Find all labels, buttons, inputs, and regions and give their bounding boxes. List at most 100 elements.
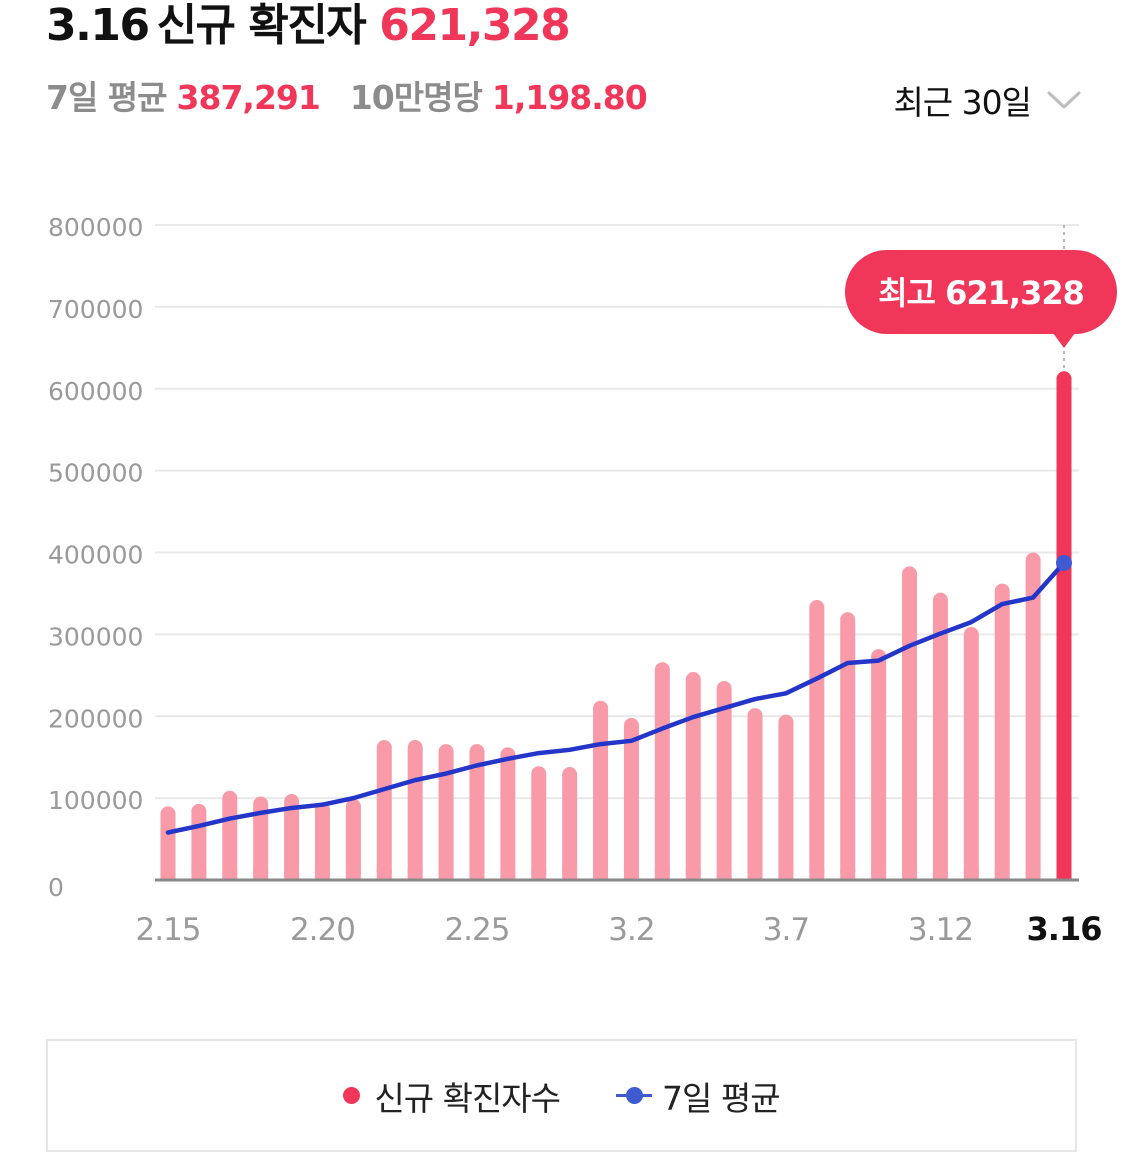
bar-2.26 — [500, 747, 516, 880]
avg-value: 387,291 — [176, 78, 321, 117]
bar-base-2.23 — [407, 870, 423, 880]
bar-base-3.7 — [778, 870, 794, 880]
bar-base-2.28 — [562, 870, 578, 880]
bar-2.28 — [562, 767, 578, 880]
legend-label-7day-avg: 7일 평균 — [662, 1078, 781, 1118]
bar-3.6 — [747, 708, 763, 880]
y-tick-label: 400000 — [48, 541, 143, 570]
x-tick-label: 2.20 — [290, 912, 355, 948]
period-dropdown[interactable]: 최근 30일 — [893, 76, 1081, 124]
bar-3.16 — [1056, 371, 1072, 880]
bar-base-2.26 — [500, 870, 516, 880]
bar-base-3.15 — [1025, 870, 1041, 880]
bar-base-2.22 — [376, 870, 392, 880]
y-tick-label: 600000 — [48, 377, 143, 406]
bar-2.16 — [191, 803, 207, 880]
bar-base-3.13 — [963, 870, 979, 880]
bar-3.11 — [902, 566, 918, 880]
bar-2.23 — [407, 739, 423, 880]
x-tick-label: 2.15 — [135, 912, 200, 948]
bar-3.9 — [840, 612, 856, 880]
period-label: 최근 30일 — [893, 83, 1032, 122]
x-tick-label: 3.2 — [608, 912, 654, 948]
bar-base-2.27 — [531, 870, 547, 880]
bar-2.18 — [253, 796, 269, 880]
bar-base-2.21 — [345, 870, 361, 880]
bar-base-3.3 — [654, 870, 670, 880]
bar-3.13 — [963, 627, 979, 880]
avg-label: 7일 평균 — [46, 78, 168, 117]
bar-2.27 — [531, 766, 547, 880]
bar-base-2.25 — [469, 870, 485, 880]
x-tick-label: 3.7 — [763, 912, 809, 948]
bar-3.12 — [932, 592, 948, 880]
bar-base-3.8 — [809, 870, 825, 880]
bar-base-3.16 — [1056, 870, 1072, 880]
bar-base-3.4 — [685, 870, 701, 880]
page-title: 3.16 신규 확진자 621,328 — [46, 0, 571, 52]
chart-legend: 신규 확진자수 7일 평균 — [46, 1039, 1077, 1152]
bar-3.3 — [654, 662, 670, 880]
y-tick-label: 500000 — [48, 459, 143, 488]
title-date: 3.16 — [46, 0, 150, 51]
bar-base-3.2 — [623, 870, 639, 880]
bar-base-2.15 — [160, 870, 176, 880]
cases-chart: 0 100000 200000 300000 400000 500000 600000 700… — [48, 213, 1117, 948]
bar-base-2.18 — [253, 870, 269, 880]
bar-base-3.5 — [716, 870, 732, 880]
bar-base-3.1 — [593, 870, 609, 880]
bar-3.2 — [623, 717, 639, 880]
per100k-label: 10만명당 — [349, 78, 483, 117]
avg-endpoint-dot — [1056, 554, 1072, 571]
bar-base-2.20 — [314, 870, 330, 880]
bar-2.19 — [284, 794, 300, 880]
bar-3.10 — [871, 649, 887, 880]
bar-base-2.24 — [438, 870, 454, 880]
bar-base-3.9 — [840, 870, 856, 880]
peak-annotation-bubble — [845, 250, 1117, 334]
bar-3.14 — [994, 583, 1010, 880]
bar-2.15 — [160, 806, 176, 880]
x-tick-label: 2.25 — [444, 912, 509, 948]
legend-item-7day-avg[interactable]: 7일 평균 — [616, 1072, 781, 1120]
bar-2.20 — [314, 802, 330, 880]
y-tick-label: 0 — [48, 873, 64, 902]
legend-dot-icon — [343, 1087, 361, 1104]
per100k-value: 1,198.80 — [491, 78, 648, 117]
bar-3.7 — [778, 714, 794, 880]
bar-3.1 — [593, 700, 609, 880]
stats-row: 7일 평균 387,291 10만명당 1,198.80 — [46, 76, 648, 120]
bar-3.15 — [1025, 552, 1041, 880]
bar-base-3.12 — [932, 870, 948, 880]
bar-base-2.17 — [222, 870, 238, 880]
chevron-down-icon — [1047, 91, 1081, 109]
bar-2.22 — [376, 739, 392, 880]
peak-annotation-text: 최고 621,328 — [878, 274, 1084, 312]
peak-annotation-pointer — [1053, 333, 1075, 348]
y-tick-label: 200000 — [48, 704, 143, 733]
legend-item-new-cases[interactable]: 신규 확진자수 — [343, 1072, 561, 1120]
legend-line-dot-icon — [616, 1087, 653, 1104]
bar-base-2.16 — [191, 870, 207, 880]
bar-2.25 — [469, 744, 485, 880]
bar-base-3.11 — [902, 870, 918, 880]
bar-base-3.6 — [747, 870, 763, 880]
y-tick-label: 800000 — [48, 213, 143, 242]
x-tick-label: 3.16 — [1027, 910, 1102, 948]
bar-3.8 — [809, 599, 825, 880]
x-tick-label: 3.12 — [908, 912, 973, 948]
bar-3.5 — [716, 681, 732, 880]
y-tick-label: 300000 — [48, 622, 143, 651]
bar-3.4 — [685, 672, 701, 880]
avg-line — [165, 560, 1067, 835]
bar-2.17 — [222, 790, 238, 880]
title-count: 621,328 — [379, 0, 570, 51]
bar-base-3.14 — [994, 870, 1010, 880]
bar-base-3.10 — [871, 870, 887, 880]
bar-base-2.19 — [284, 870, 300, 880]
legend-label-new-cases: 신규 확진자수 — [374, 1078, 561, 1118]
bar-2.21 — [345, 798, 361, 880]
title-label: 신규 확진자 — [156, 0, 367, 51]
y-tick-label: 100000 — [48, 786, 143, 815]
bar-2.24 — [438, 744, 454, 880]
